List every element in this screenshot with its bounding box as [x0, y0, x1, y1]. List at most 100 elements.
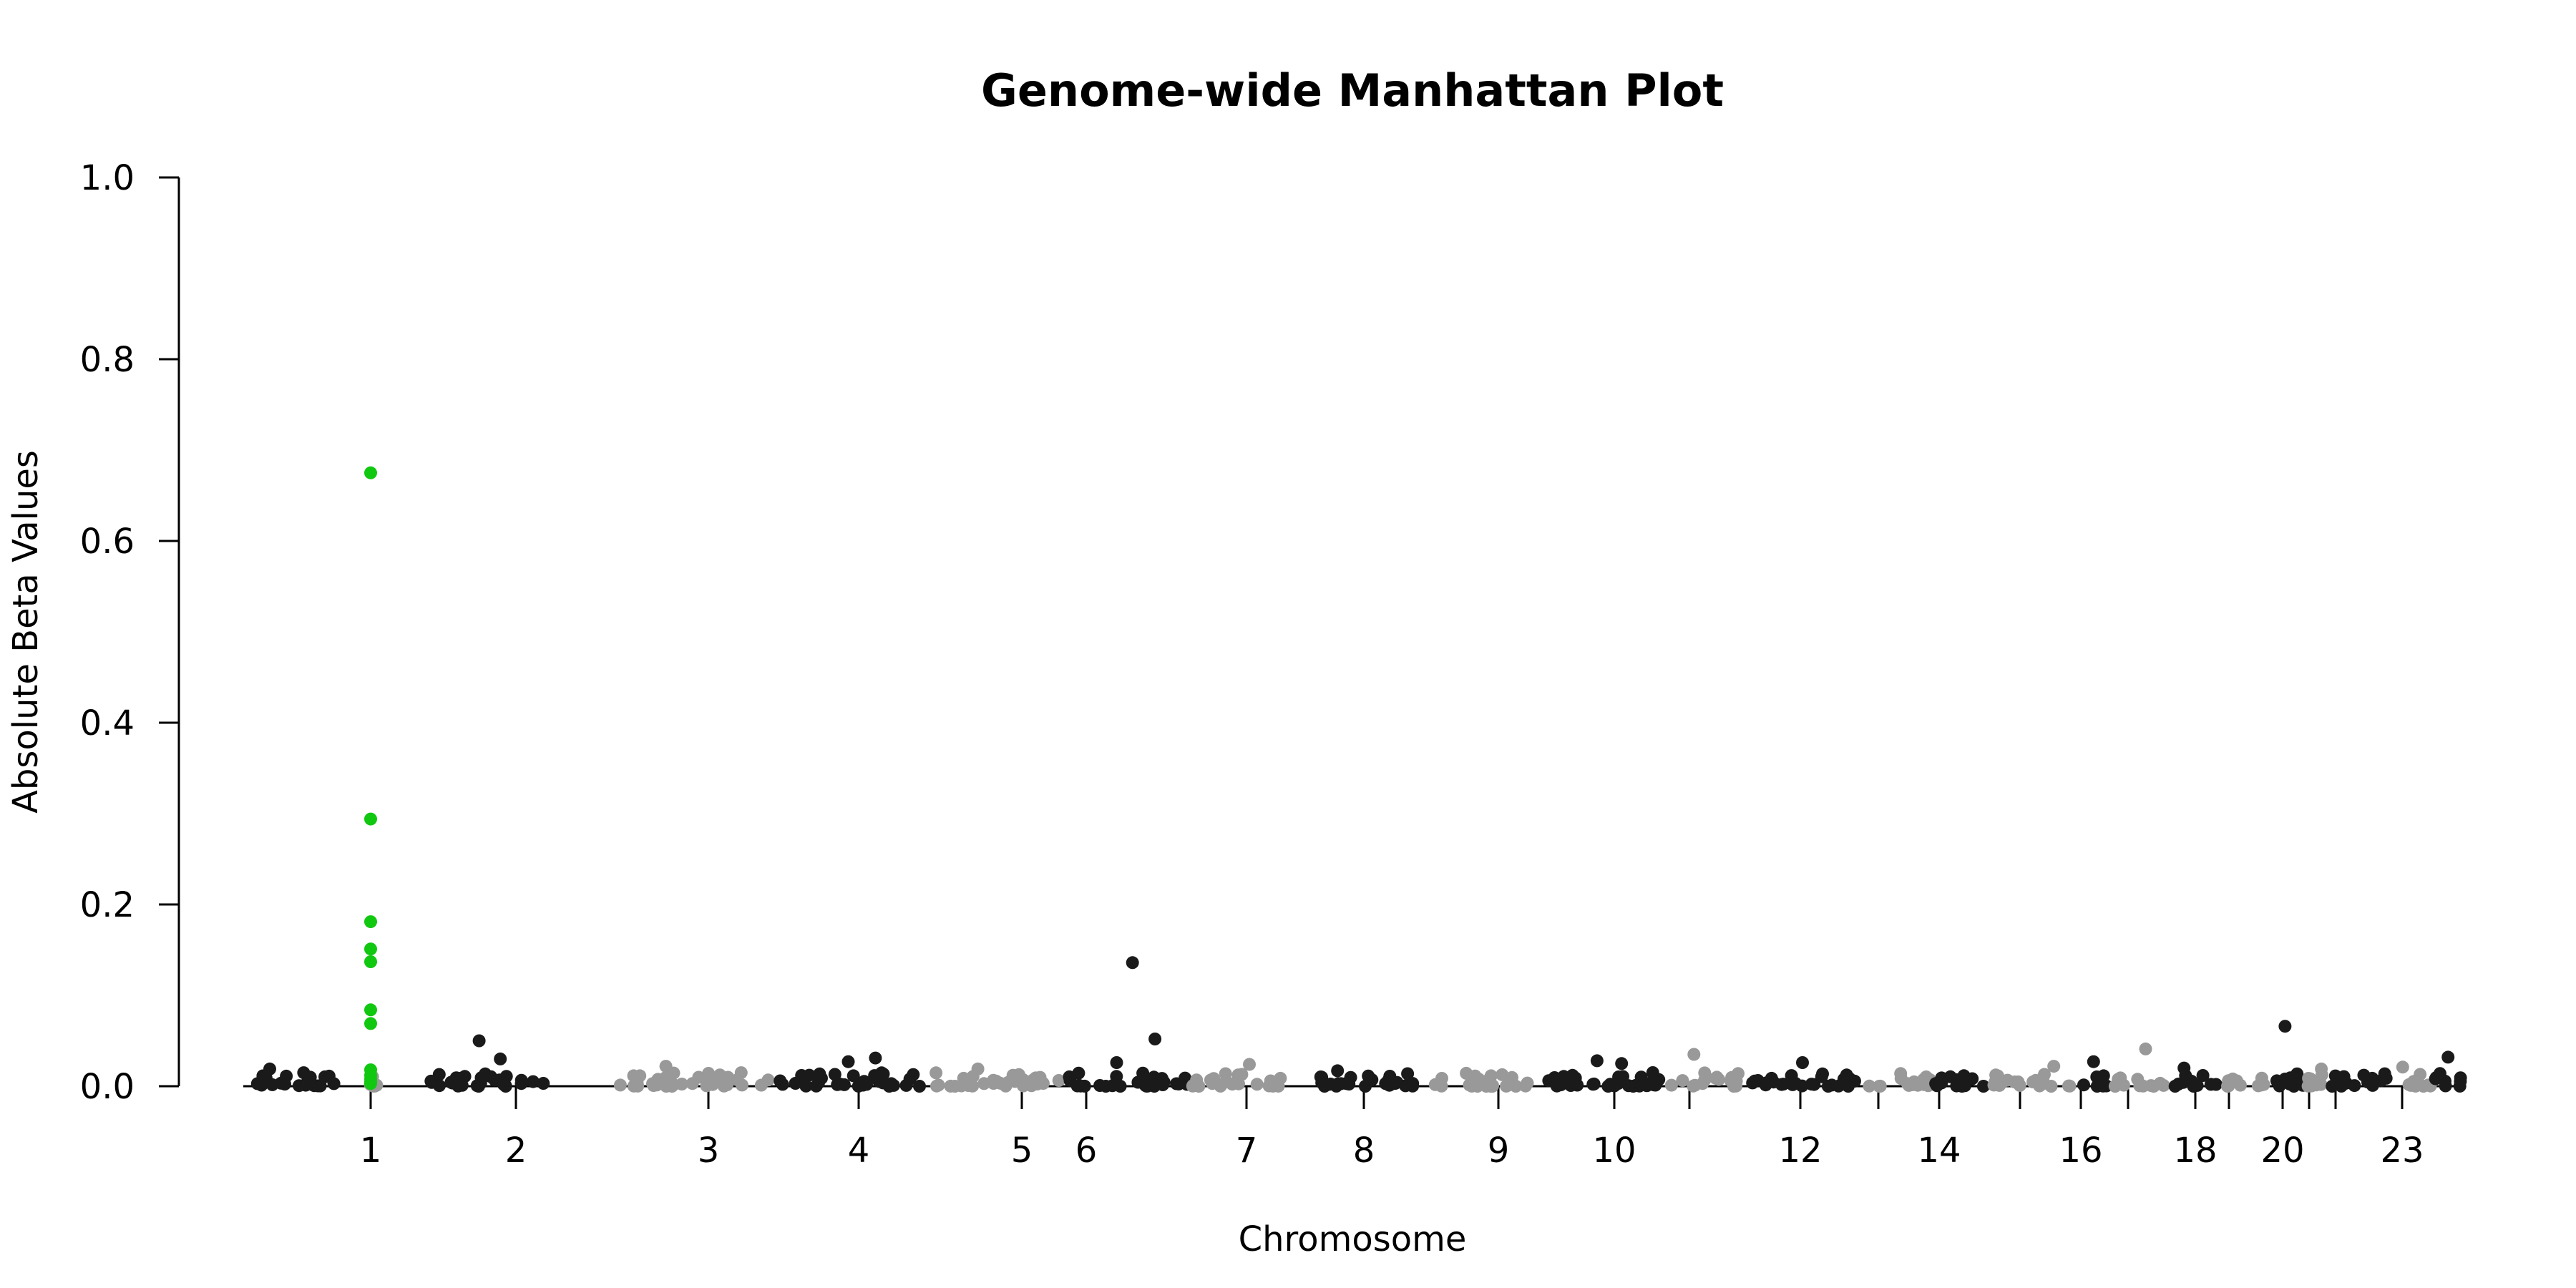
y-tick-label: 0.4: [80, 703, 135, 743]
data-points: [250, 466, 2467, 1093]
data-point: [659, 1060, 673, 1073]
data-point: [2187, 1080, 2200, 1093]
data-point: [841, 1055, 855, 1068]
data-point: [1243, 1058, 1256, 1071]
data-point: [292, 1079, 306, 1093]
data-point: [1381, 1074, 1395, 1088]
data-point: [831, 1078, 844, 1091]
data-point: [2409, 1075, 2423, 1089]
highlighted-point: [364, 466, 377, 479]
data-point: [1796, 1056, 1809, 1069]
highlighted-point: [364, 1003, 377, 1017]
highlighted-point: [364, 955, 377, 968]
data-point: [2077, 1078, 2090, 1092]
data-point: [2026, 1075, 2040, 1088]
data-point: [1519, 1079, 1532, 1093]
data-point: [1509, 1080, 1523, 1093]
data-point: [1262, 1079, 1276, 1093]
data-point: [847, 1069, 860, 1083]
data-point: [2036, 1072, 2050, 1085]
data-point: [432, 1068, 446, 1081]
data-point: [799, 1079, 813, 1093]
data-point: [1837, 1073, 1850, 1086]
data-point: [514, 1073, 528, 1087]
data-point: [2315, 1062, 2328, 1075]
data-point: [1052, 1074, 1065, 1087]
x-axis-label: Chromosome: [1239, 1219, 1467, 1259]
data-point: [962, 1079, 975, 1092]
data-point: [1688, 1078, 1702, 1092]
x-tick-label: 4: [848, 1131, 870, 1171]
data-point: [1652, 1073, 1666, 1086]
x-tick-label: 1: [360, 1131, 382, 1171]
data-point: [1698, 1066, 1712, 1080]
data-point: [828, 1068, 841, 1081]
data-point: [1148, 1033, 1162, 1045]
data-point: [613, 1078, 627, 1092]
data-point: [1805, 1078, 1818, 1091]
data-point: [971, 1062, 985, 1075]
data-point: [2097, 1069, 2110, 1083]
data-point: [706, 1078, 719, 1091]
x-tick-label: 20: [2260, 1131, 2304, 1171]
data-point: [2001, 1073, 2014, 1087]
highlighted-point: [364, 1077, 377, 1091]
x-tick-label: 12: [1778, 1131, 1822, 1171]
data-point: [2233, 1078, 2247, 1092]
data-point: [1219, 1074, 1233, 1088]
data-point: [852, 1079, 865, 1093]
data-point: [2348, 1079, 2361, 1093]
data-point: [1777, 1078, 1790, 1091]
data-point: [1989, 1075, 2002, 1089]
data-point: [474, 1071, 488, 1085]
data-point: [2139, 1042, 2152, 1055]
x-tick-label: 2: [505, 1131, 527, 1171]
data-point: [2283, 1078, 2297, 1091]
data-point: [731, 1073, 744, 1086]
data-point: [2177, 1061, 2191, 1075]
data-point: [2196, 1069, 2210, 1082]
data-point: [2011, 1075, 2025, 1088]
data-point: [433, 1079, 446, 1093]
x-tick-label: 6: [1075, 1131, 1098, 1171]
data-point: [263, 1062, 276, 1075]
data-point: [1435, 1072, 1448, 1085]
data-point: [1485, 1080, 1499, 1093]
data-point: [1615, 1057, 1629, 1070]
data-point: [1976, 1080, 1990, 1093]
data-point: [1590, 1054, 1604, 1068]
data-point: [702, 1067, 716, 1080]
data-point: [1815, 1070, 1828, 1083]
data-point: [1712, 1073, 1726, 1086]
data-point: [2441, 1050, 2455, 1064]
data-point: [774, 1074, 787, 1088]
data-point: [2278, 1020, 2292, 1033]
x-tick-label: 14: [1917, 1131, 1961, 1171]
data-point: [1331, 1064, 1345, 1078]
x-tick-label: 3: [698, 1131, 720, 1171]
data-point: [499, 1070, 513, 1083]
data-point: [1616, 1070, 1629, 1083]
data-point: [537, 1077, 550, 1090]
data-point: [659, 1070, 673, 1084]
data-point: [2145, 1079, 2158, 1093]
data-point: [2090, 1080, 2104, 1093]
data-point: [1322, 1078, 1335, 1091]
x-tick-label: 23: [2380, 1131, 2424, 1171]
data-point: [2273, 1079, 2286, 1093]
data-point: [2310, 1078, 2323, 1092]
data-point: [2047, 1060, 2061, 1073]
data-point: [472, 1034, 486, 1048]
y-tick-label: 0.8: [80, 340, 135, 380]
data-point: [255, 1078, 268, 1092]
axes: 0.00.20.40.60.81.01 2 3 4 5 6 7 8 9 10 12 14 16 18 20 2…: [80, 158, 2463, 1171]
data-point: [1607, 1078, 1621, 1091]
data-point: [2378, 1067, 2391, 1080]
data-point: [1405, 1078, 1419, 1091]
y-axis-label: Absolute Beta Values: [6, 450, 46, 814]
data-point: [1230, 1074, 1244, 1088]
data-point: [2453, 1079, 2467, 1093]
data-point: [913, 1080, 926, 1093]
